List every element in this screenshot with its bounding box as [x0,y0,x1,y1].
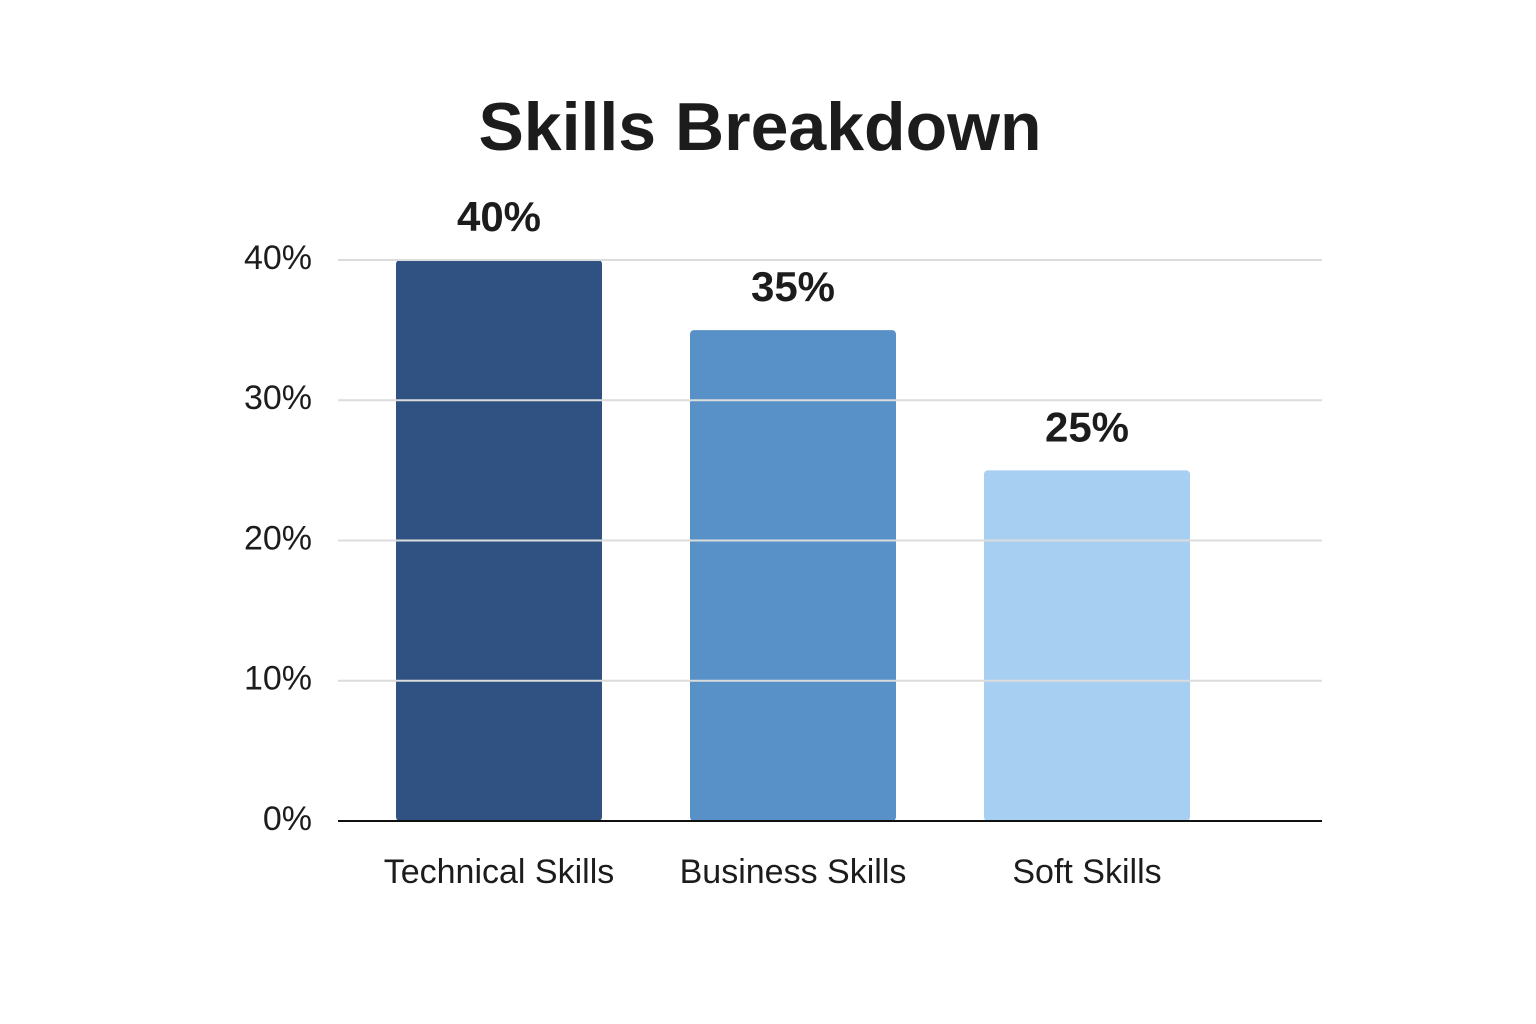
x-tick-label: Soft Skills [1012,853,1161,891]
y-tick-label: 10% [244,660,312,698]
bar [984,470,1190,821]
chart-title: Skills Breakdown [478,89,1041,165]
y-tick-label: 20% [244,519,312,557]
value-label: 25% [1045,403,1129,450]
value-label: 40% [457,193,541,240]
x-tick-label: Business Skills [680,853,907,891]
x-tick-label: Technical Skills [384,853,615,891]
value-label: 35% [751,263,835,310]
y-tick-label: 40% [244,239,312,277]
y-tick-label: 0% [263,800,312,838]
y-tick-label: 30% [244,379,312,417]
bar [690,330,896,821]
